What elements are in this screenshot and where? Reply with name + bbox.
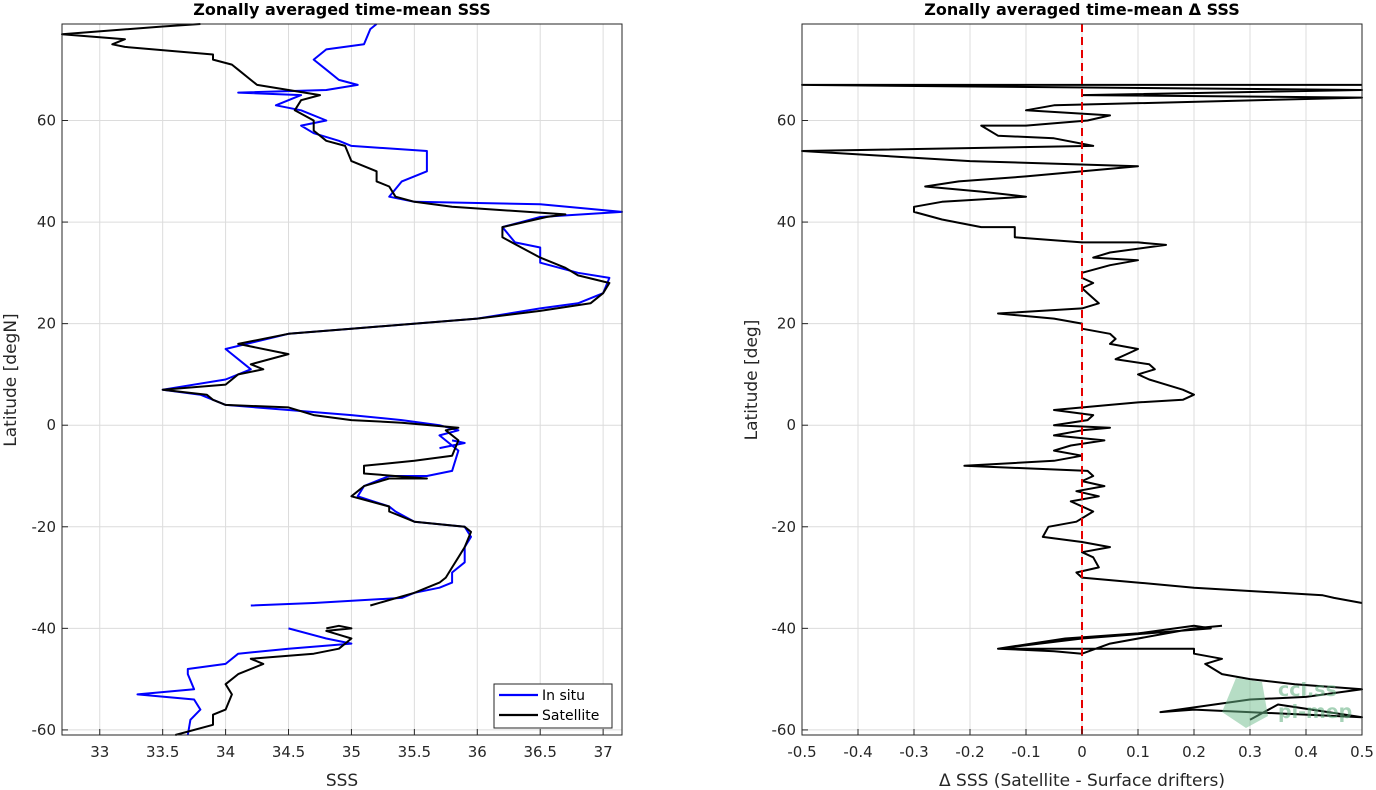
- series-line-in-situ: [136, 627, 353, 736]
- delta-sss-line-south: [997, 624, 1363, 721]
- x-tick-label: -0.3: [899, 743, 928, 761]
- x-tick-label: 36: [468, 743, 487, 761]
- x-tick-label: 35.5: [398, 743, 431, 761]
- watermark-line-2: pi-mep: [1278, 701, 1352, 723]
- x-tick-label: 36.5: [523, 743, 556, 761]
- x-tick-label: 0.4: [1294, 743, 1318, 761]
- x-tick-label: 35: [342, 743, 361, 761]
- y-tick-label: 20: [777, 315, 796, 333]
- y-tick-label: 0: [786, 416, 796, 434]
- y-tick-label: 0: [46, 416, 56, 434]
- x-tick-label: 0.3: [1238, 743, 1262, 761]
- watermark-line-1: cci.ss: [1278, 679, 1337, 701]
- legend: In situ Satellite: [493, 683, 613, 729]
- right-panel: cci.ss pi-mep -0.5 -0.4 -0.3 -0.2 -0.1 0 0.1 0.…: [742, 0, 1374, 790]
- x-tick-label: 0: [1077, 743, 1087, 761]
- series-line-satellite: [61, 23, 611, 607]
- x-tick-label: -0.2: [955, 743, 984, 761]
- left-axes-frame: [61, 23, 623, 736]
- x-tick-label: 34: [216, 743, 235, 761]
- y-tick-label: -40: [772, 619, 797, 637]
- left-series: [61, 23, 623, 736]
- right-series: [801, 24, 1363, 735]
- x-tick-label: 33: [90, 743, 109, 761]
- left-x-axis-label: SSS: [326, 771, 358, 790]
- y-tick-label: 40: [777, 213, 796, 231]
- x-tick-label: 0.5: [1350, 743, 1374, 761]
- legend-label-satellite: Satellite: [542, 708, 599, 724]
- left-y-axis-label: Latitude [degN]: [1, 313, 21, 446]
- y-tick-label: 40: [37, 213, 56, 231]
- legend-box: [493, 683, 613, 729]
- y-tick-label: -40: [32, 619, 57, 637]
- right-x-axis-label: Δ SSS (Satellite - Surface drifters): [939, 771, 1225, 790]
- x-tick-label: 37: [594, 743, 613, 761]
- watermark-shape: [1222, 678, 1268, 728]
- right-y-axis-label: Latitude [deg]: [742, 320, 762, 441]
- x-tick-label: -0.1: [1011, 743, 1040, 761]
- left-chart-title: Zonally averaged time-mean SSS: [193, 0, 491, 19]
- y-tick-label: -20: [32, 518, 57, 536]
- y-tick-label: 60: [37, 111, 56, 129]
- x-tick-label: 33.5: [146, 743, 179, 761]
- x-tick-label: -0.4: [843, 743, 872, 761]
- series-line-satellite: [175, 624, 353, 736]
- y-tick-label: -20: [772, 518, 797, 536]
- right-chart-title: Zonally averaged time-mean Δ SSS: [924, 0, 1240, 19]
- left-ticks: 33 33.5 34 34.5 35 35.5 36 36.5 37 -60 -40 -20 0 20 40…: [32, 111, 613, 761]
- x-tick-label: -0.5: [787, 743, 816, 761]
- y-tick-label: -60: [772, 721, 797, 739]
- left-panel: 33 33.5 34 34.5 35 35.5 36 36.5 37 -60 -40 -20 0 20 40…: [1, 0, 623, 790]
- x-tick-label: 34.5: [272, 743, 305, 761]
- series-line-in-situ: [439, 439, 466, 450]
- left-grid: [62, 24, 622, 735]
- watermark-logo: cci.ss pi-mep: [1222, 678, 1352, 728]
- right-ticks: -0.5 -0.4 -0.3 -0.2 -0.1 0 0.1 0.2 0.3 0.4 0.5 -60 -…: [772, 111, 1374, 761]
- series-line-in-situ: [161, 23, 623, 607]
- legend-label-in-situ: In situ: [542, 688, 585, 704]
- x-tick-label: 0.1: [1126, 743, 1150, 761]
- y-tick-label: 20: [37, 315, 56, 333]
- delta-sss-line: [801, 83, 1363, 604]
- y-tick-label: -60: [32, 721, 57, 739]
- x-tick-label: 0.2: [1182, 743, 1206, 761]
- y-tick-label: 60: [777, 111, 796, 129]
